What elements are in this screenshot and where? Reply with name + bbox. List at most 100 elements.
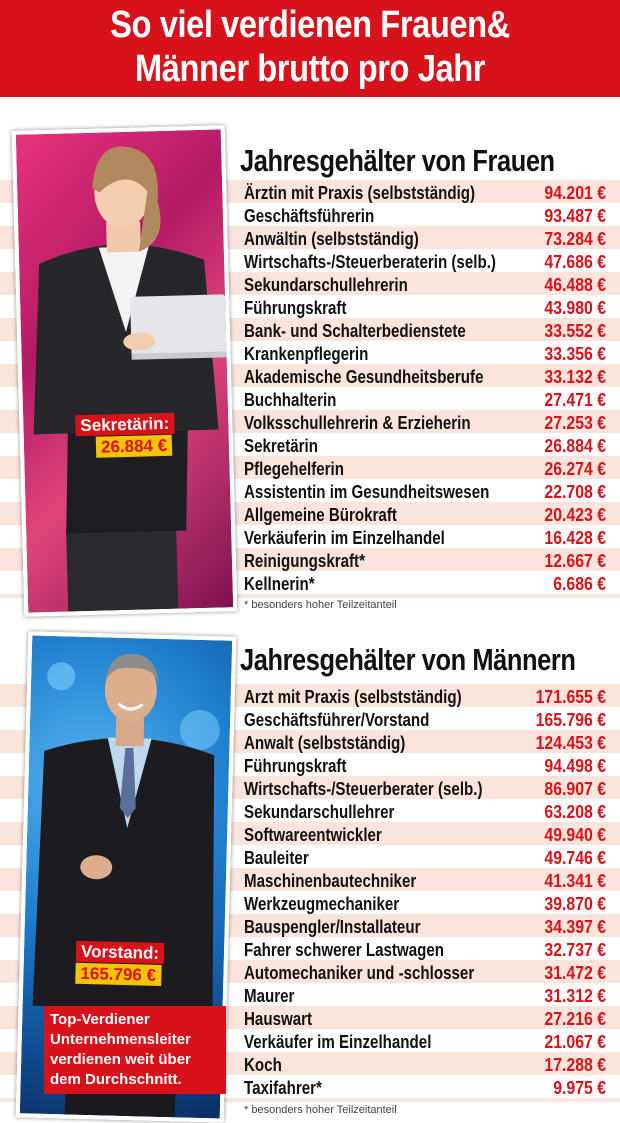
salary-row: Bank- und Schalterbedienstete 33.552 €	[240, 320, 610, 343]
salary-value: 49.940 €	[544, 825, 606, 845]
job-title: Geschäftsführerin	[244, 206, 375, 226]
headline-line-2: Männer brutto pro Jahr	[134, 48, 486, 90]
salary-row: Anwältin (selbstständig) 73.284 €	[240, 228, 610, 251]
job-title: Sekretärin	[244, 436, 318, 456]
salary-row: Allgemeine Bürokraft 20.423 €	[240, 504, 610, 527]
salary-value: 6.686 €	[553, 574, 606, 594]
job-title: Verkäuferin im Einzelhandel	[244, 528, 445, 548]
salary-value: 16.428 €	[544, 528, 606, 548]
job-title: Reinigungskraft*	[244, 551, 365, 571]
job-title: Anwalt (selbstständig)	[244, 733, 406, 753]
job-title: Werkzeugmechaniker	[244, 894, 400, 914]
men-photo-value: 165.796 €	[75, 962, 162, 986]
salary-row: Sekretärin 26.884 €	[240, 435, 610, 458]
salary-value: 33.552 €	[544, 321, 606, 341]
job-title: Koch	[244, 1055, 282, 1075]
salary-row: Automechaniker und -schlosser 31.472 €	[240, 962, 610, 985]
salary-value: 26.274 €	[544, 459, 606, 479]
men-section-title: Jahresgehälter von Männern	[240, 642, 576, 677]
job-title: Fahrer schwerer Lastwagen	[244, 940, 445, 960]
salary-value: 33.132 €	[544, 367, 606, 387]
job-title: Automechaniker und -schlosser	[244, 963, 475, 983]
headline-banner: So viel verdienen Frauen& Männer brutto …	[0, 0, 620, 97]
salary-value: 49.746 €	[544, 848, 606, 868]
job-title: Akademische Gesundheitsberufe	[244, 367, 484, 387]
salary-value: 22.708 €	[544, 482, 606, 502]
job-title: Allgemeine Bürokraft	[244, 505, 397, 525]
salary-value: 43.980 €	[544, 298, 606, 318]
salary-row: Bauleiter 49.746 €	[240, 847, 610, 870]
salary-value: 12.667 €	[544, 551, 606, 571]
job-title: Volksschullehrerin & Erzieherin	[244, 413, 471, 433]
businesswoman-illustration	[33, 146, 227, 612]
salary-row: Geschäftsführer/Vorstand 165.796 €	[240, 709, 610, 732]
salary-row: Verkäuferin im Einzelhandel 16.428 €	[240, 527, 610, 550]
job-title: Sekundarschullehrerin	[244, 275, 408, 295]
salary-value: 41.341 €	[544, 871, 606, 891]
job-title: Krankenpflegerin	[244, 344, 369, 364]
salary-row: Reinigungskraft* 12.667 €	[240, 550, 610, 573]
salary-row: Volksschullehrerin & Erzieherin 27.253 €	[240, 412, 610, 435]
salary-value: 171.655 €	[535, 687, 606, 707]
salary-value: 9.975 €	[553, 1078, 606, 1098]
salary-value: 34.397 €	[544, 917, 606, 937]
salary-row: Wirtschafts-/Steuerberater (selb.) 86.907…	[240, 778, 610, 801]
job-title: Taxifahrer*	[244, 1078, 322, 1098]
salary-value: 32.737 €	[544, 940, 606, 960]
salary-value: 63.208 €	[544, 802, 606, 822]
sticker-line-3: dem Durchschnitt.	[50, 1071, 182, 1088]
salary-value: 31.312 €	[544, 986, 606, 1006]
top-earner-sticker: Top-Verdiener Unternehmensleiter verdien…	[44, 1006, 226, 1094]
salary-value: 17.288 €	[544, 1055, 606, 1075]
salary-value: 26.884 €	[544, 436, 606, 456]
salary-row: Anwalt (selbstständig) 124.453 €	[240, 732, 610, 755]
job-title: Assistentin im Gesundheitswesen	[244, 482, 490, 502]
salary-value: 86.907 €	[544, 779, 606, 799]
job-title: Führungskraft	[244, 756, 347, 776]
salary-value: 94.498 €	[544, 756, 606, 776]
salary-row: Wirtschafts-/Steuerberaterin (selb.) 47.6…	[240, 251, 610, 274]
salary-row: Maschinenbautechniker 41.341 €	[240, 870, 610, 893]
salary-value: 73.284 €	[544, 229, 606, 249]
job-title: Arzt mit Praxis (selbstständig)	[244, 687, 462, 707]
women-photo-card: Sekretärin: 26.884 €	[11, 125, 238, 617]
women-photo-label: Sekretärin:	[75, 412, 175, 437]
men-photo-label: Vorstand:	[75, 940, 165, 965]
salary-row: Fahrer schwerer Lastwagen 32.737 €	[240, 939, 610, 962]
salary-value: 165.796 €	[535, 710, 606, 730]
salary-row: Geschäftsführerin 93.487 €	[240, 205, 610, 228]
job-title: Buchhalterin	[244, 390, 337, 410]
job-title: Anwältin (selbstständig)	[244, 229, 419, 249]
salary-row: Verkäufer im Einzelhandel 21.067 €	[240, 1031, 610, 1054]
sticker-line-2: verdienen weit über	[50, 1051, 191, 1068]
sticker-line-1: Unternehmensleiter	[50, 1031, 191, 1048]
salary-row: Assistentin im Gesundheitswesen 22.708 €	[240, 481, 610, 504]
job-title: Maurer	[244, 986, 295, 1006]
salary-row: Koch 17.288 €	[240, 1054, 610, 1077]
job-title: Wirtschafts-/Steuerberater (selb.)	[244, 779, 483, 799]
salary-row: Hauswart 27.216 €	[240, 1008, 610, 1031]
salary-value: 47.686 €	[544, 252, 606, 272]
job-title: Kellnerin*	[244, 574, 315, 594]
salary-value: 39.870 €	[544, 894, 606, 914]
men-footnote: * besonders hoher Teilzeitanteil	[244, 1104, 397, 1116]
job-title: Pflegehelferin	[244, 459, 344, 479]
salary-row: Softwareentwickler 49.940 €	[240, 824, 610, 847]
job-title: Bank- und Schalterbedienstete	[244, 321, 466, 341]
women-photo-value: 26.884 €	[95, 434, 173, 458]
women-section-title: Jahresgehälter von Frauen	[240, 143, 555, 178]
salary-row: Taxifahrer* 9.975 €	[240, 1077, 610, 1100]
salary-row: Führungskraft 43.980 €	[240, 297, 610, 320]
job-title: Softwareentwickler	[244, 825, 382, 845]
salary-row: Bauspengler/Installateur 34.397 €	[240, 916, 610, 939]
salary-row: Akademische Gesundheitsberufe 33.132 €	[240, 366, 610, 389]
women-footnote: * besonders hoher Teilzeitanteil	[244, 599, 397, 611]
salary-value: 27.253 €	[544, 413, 606, 433]
men-salary-list: Arzt mit Praxis (selbstständig) 171.655 €…	[240, 686, 610, 1100]
salary-value: 124.453 €	[535, 733, 606, 753]
salary-row: Kellnerin* 6.686 €	[240, 573, 610, 596]
salary-value: 33.356 €	[544, 344, 606, 364]
job-title: Ärztin mit Praxis (selbstständig)	[244, 183, 476, 203]
headline-line-1: So viel verdienen Frauen&	[110, 4, 510, 46]
job-title: Wirtschafts-/Steuerberaterin (selb.)	[244, 252, 496, 272]
